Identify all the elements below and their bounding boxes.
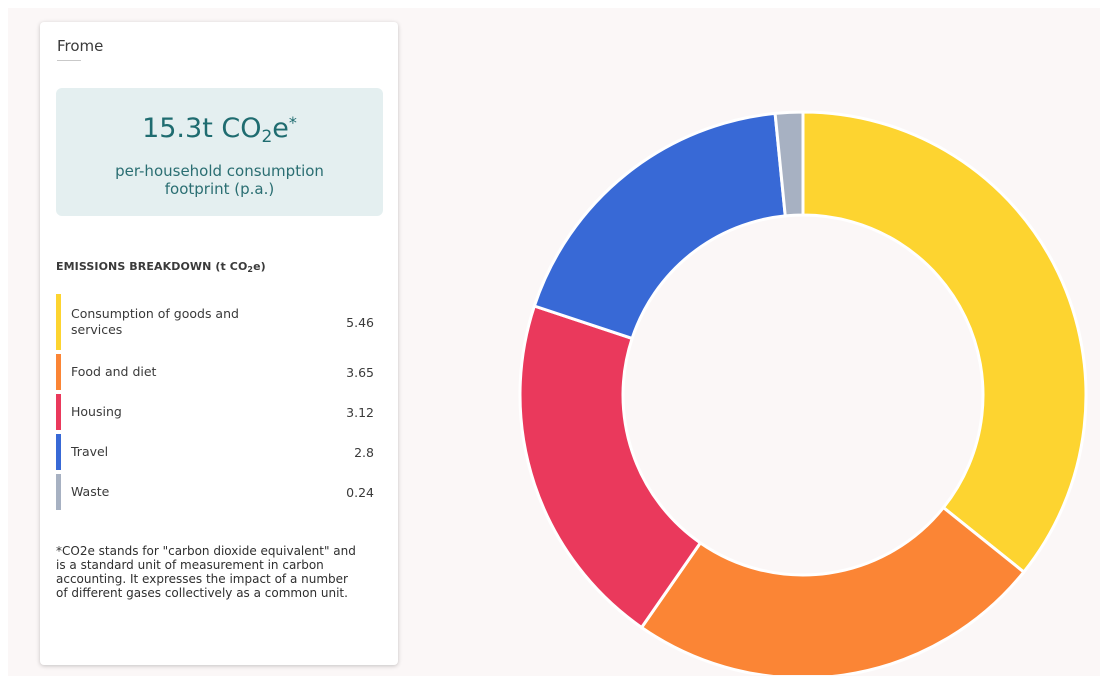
breakdown-row: Consumption of goods and services 5.46 [56,294,374,350]
breakdown-heading: EMISSIONS BREAKDOWN (t CO2e) [56,260,266,274]
breakdown-row-label: Housing [71,404,122,419]
donut-segment[interactable] [801,110,1088,574]
breakdown-row: Food and diet 3.65 [56,354,374,390]
footprint-value-text: 15.3t CO [142,113,262,144]
breakdown-list: Consumption of goods and services 5.46 Foo… [56,294,374,514]
footprint-value-tail: e [272,113,289,144]
breakdown-row-label: Travel [71,444,109,459]
breakdown-row-value: 5.46 [346,314,374,330]
emissions-donut-chart [518,110,1088,675]
donut-segment[interactable] [518,304,702,629]
summary-card: Frome 15.3t CO2e* per-household consumpt… [40,22,398,665]
breakdown-row-value: 3.12 [346,404,374,420]
footprint-value-asterisk: * [288,113,297,132]
donut-segment[interactable] [773,110,805,218]
breakdown-heading-text: EMISSIONS BREAKDOWN (t CO [56,260,248,273]
title-underline [57,60,81,61]
footprint-value: 15.3t CO2e* [56,106,383,154]
co2e-footnote: *CO2e stands for "carbon dioxide equival… [56,544,356,600]
breakdown-row-value: 3.65 [346,364,374,380]
breakdown-row-label: Consumption of goods and services [71,306,239,337]
breakdown-row-value: 2.8 [354,444,374,460]
breakdown-row-label: Waste [71,484,110,499]
donut-segment[interactable] [640,506,1026,675]
breakdown-row: Waste 0.24 [56,474,374,510]
footprint-description: per-household consumption footprint (p.a… [115,162,324,198]
breakdown-row-value: 0.24 [346,484,374,500]
breakdown-heading-subscript: 2 [247,265,254,274]
area-title: Frome [57,37,104,55]
footprint-value-subscript: 2 [261,127,273,147]
breakdown-heading-tail: e) [253,260,266,273]
donut-segment[interactable] [532,111,787,340]
breakdown-row: Travel 2.8 [56,434,374,470]
footprint-box: 15.3t CO2e* per-household consumption fo… [56,88,383,216]
breakdown-row: Housing 3.12 [56,394,374,430]
breakdown-row-label: Food and diet [71,364,157,379]
